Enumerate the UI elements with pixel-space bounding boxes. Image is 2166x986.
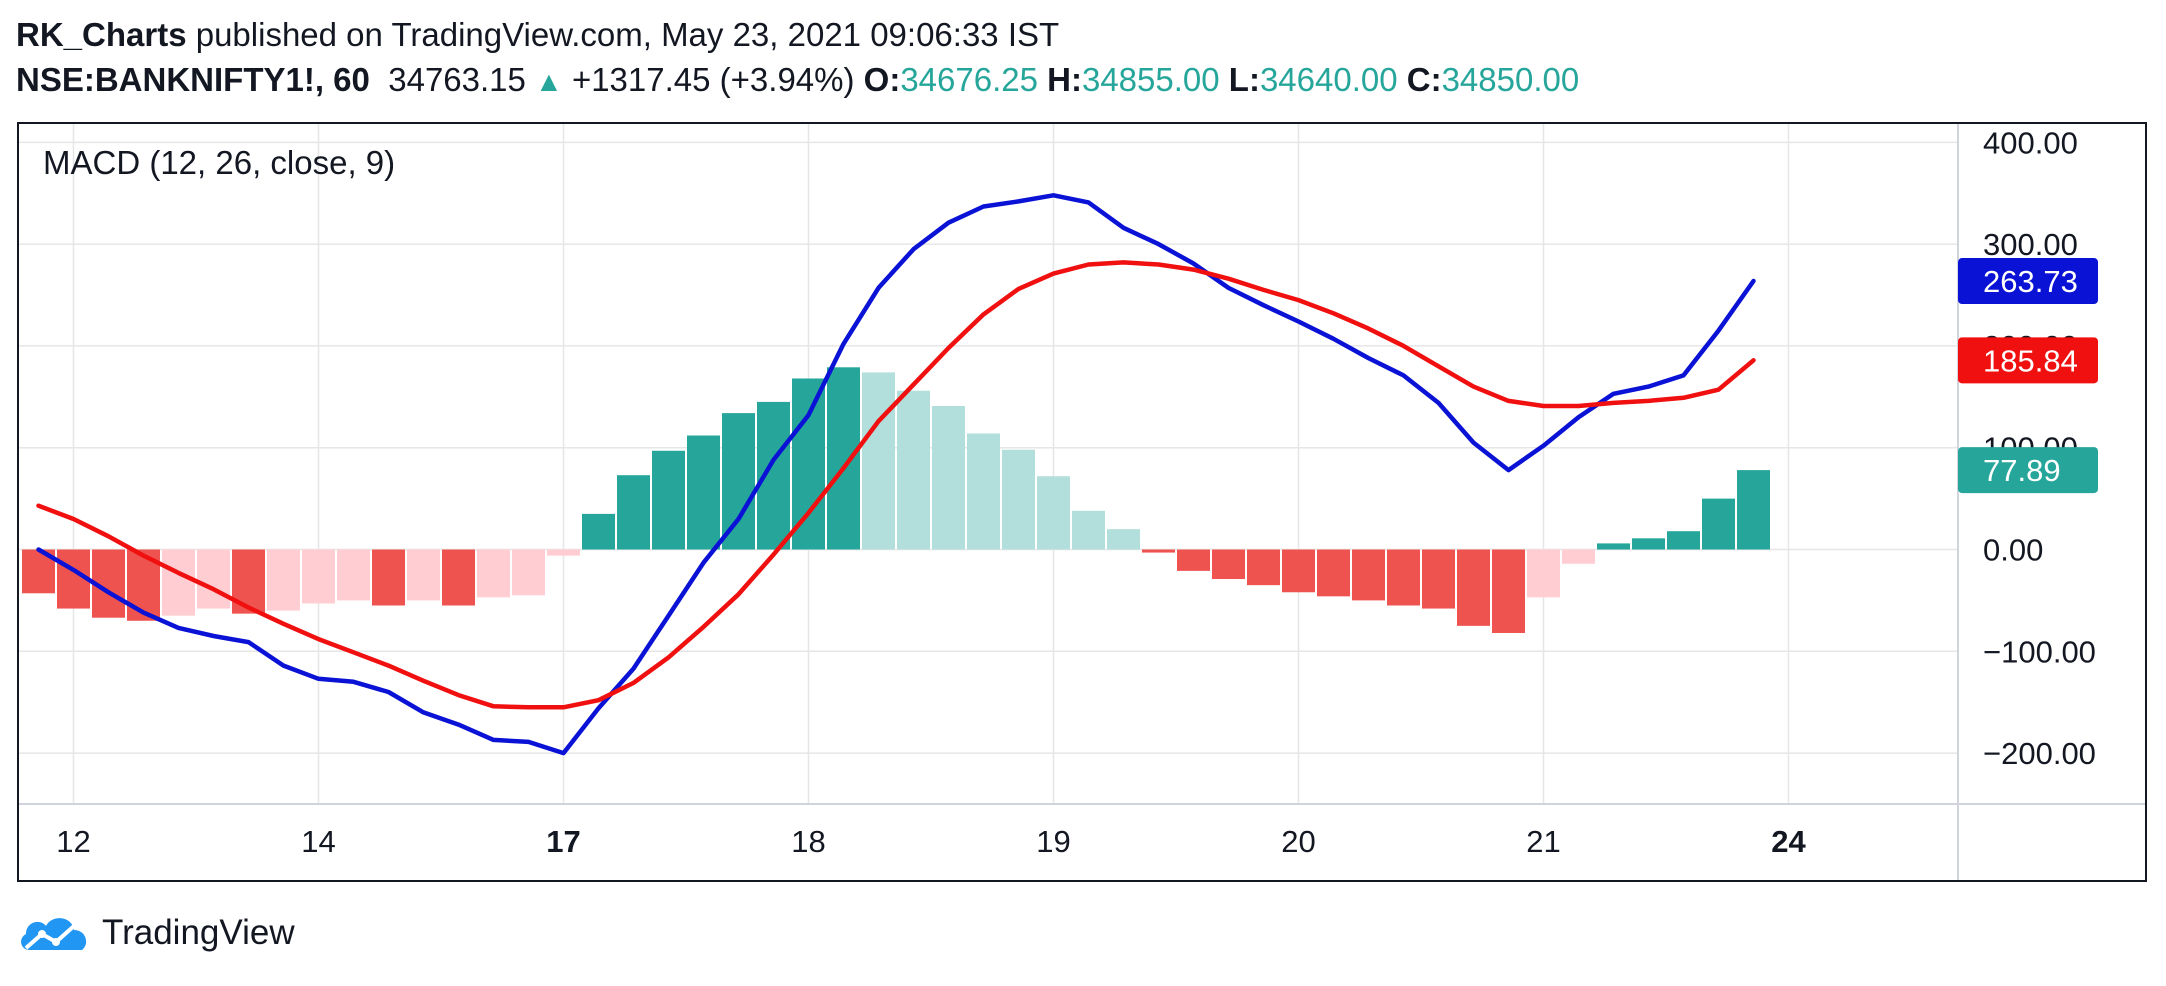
histogram-bar [512,549,545,596]
x-tick-label: 24 [1771,824,1806,859]
y-tick-label: −200.00 [1983,736,2096,771]
signal-value-badge: 185.84 [1958,337,2098,384]
y-tick-label: 300.00 [1983,227,2078,262]
badge-background [1958,337,2098,384]
high-value: 34855.00 [1081,61,1220,98]
up-triangle-icon: ▲ [535,66,563,97]
histogram-bar [1667,531,1700,550]
open-value: 34676.25 [900,61,1038,98]
histogram-bar [1282,549,1315,593]
indicator-title[interactable]: MACD (12, 26, close, 9) [43,144,395,181]
macd-lines [36,193,1756,756]
x-tick-label: 14 [301,824,335,859]
footer-brand: TradingView [102,913,295,952]
histogram-bar [897,390,930,550]
close-value: 34850.00 [1441,61,1580,98]
badge-label: 263.73 [1983,264,2078,299]
histogram-bar [932,405,965,550]
histogram-bar [1492,549,1525,633]
close-label: C: [1406,61,1442,98]
histogram-bar [652,450,685,550]
histogram-bar [232,549,265,614]
histogram-bar [1177,549,1210,571]
ohlc-line: NSE:BANKNIFTY1!, 60 34763.15 ▲ +1317.45 … [16,57,1579,104]
histogram-bar [687,435,720,550]
symbol-label: NSE:BANKNIFTY1!, 60 [16,61,370,98]
histogram-bar [1107,529,1140,550]
histogram-bar [337,549,370,601]
histogram-bar [827,367,860,550]
histogram-bar [1422,549,1455,609]
badge-background [1958,258,2098,305]
histogram-bar [862,372,895,550]
axes[interactable]: 400.00300.00200.00100.000.00−100.00−200.… [19,124,2145,880]
macd-chart[interactable]: 400.00300.00200.00100.000.00−100.00−200.… [19,124,2145,880]
signal-line [36,260,1756,710]
histogram-bar [1212,549,1245,580]
histogram-bar [267,549,300,611]
x-tick-label: 12 [56,824,90,859]
histogram-bar [967,433,1000,550]
histogram-bar [162,549,195,616]
histogram-bar [1387,549,1420,606]
x-tick-label: 19 [1036,824,1070,859]
macd-value-badge: 263.73 [1958,258,2098,305]
tradingview-cloud-icon [21,918,87,950]
histogram-bar [1142,549,1175,553]
histogram-bar [1632,538,1665,550]
y-tick-label: −100.00 [1983,634,2096,669]
tradingview-logo[interactable]: TradingView [16,908,295,958]
histogram-bar [617,475,650,550]
histogram-bar [722,413,755,550]
histogram-bar [372,549,405,606]
histogram-bar [407,549,440,601]
badge-label: 77.89 [1983,453,2061,488]
price-change: +1317.45 (+3.94%) [571,61,855,98]
chart-panel[interactable]: 400.00300.00200.00100.000.00−100.00−200.… [17,122,2147,882]
macd-line [36,193,1756,756]
x-tick-label: 18 [791,824,825,859]
histogram-bar [1037,476,1070,550]
histogram-bar [547,549,580,556]
histogram-value-badge: 77.89 [1958,447,2098,494]
histogram-bar [1457,549,1490,626]
published-text: published on TradingView.com, May 23, 20… [195,16,1060,53]
y-tick-label: 0.00 [1983,533,2043,568]
histogram-bar [442,549,475,606]
last-value-badges: 263.73 185.84 77.89 [1958,258,2098,494]
histogram-bar [197,549,230,609]
open-label: O: [863,61,901,98]
x-tick-label: 21 [1526,824,1560,859]
histogram-bar [477,549,510,598]
histogram-bar [1702,498,1735,550]
author-name[interactable]: RK_Charts [16,16,187,53]
low-value: 34640.00 [1259,61,1398,98]
histogram-bar [1072,510,1105,550]
low-label: L: [1228,61,1260,98]
badge-label: 185.84 [1983,343,2078,378]
high-label: H: [1047,61,1082,98]
histogram-bar [582,513,615,550]
histogram-bar [1352,549,1385,601]
histogram-bar [1247,549,1280,586]
histogram-bar [1317,549,1350,597]
chart-header: RK_Charts published on TradingView.com, … [16,12,1579,104]
histogram-bar [792,378,825,550]
x-tick-label: 20 [1281,824,1315,859]
histogram-bar [1002,449,1035,550]
histogram-bar [1597,543,1630,550]
histogram-bars [22,367,1770,633]
histogram-bar [1562,549,1595,564]
histogram-bar [1737,470,1770,550]
histogram-bar [1527,549,1560,598]
y-tick-label: 400.00 [1983,125,2078,160]
x-tick-label: 17 [546,824,580,859]
badge-background [1958,447,2098,494]
histogram-bar [302,549,335,604]
last-price: 34763.15 [388,61,526,98]
publish-line: RK_Charts published on TradingView.com, … [16,12,1579,57]
